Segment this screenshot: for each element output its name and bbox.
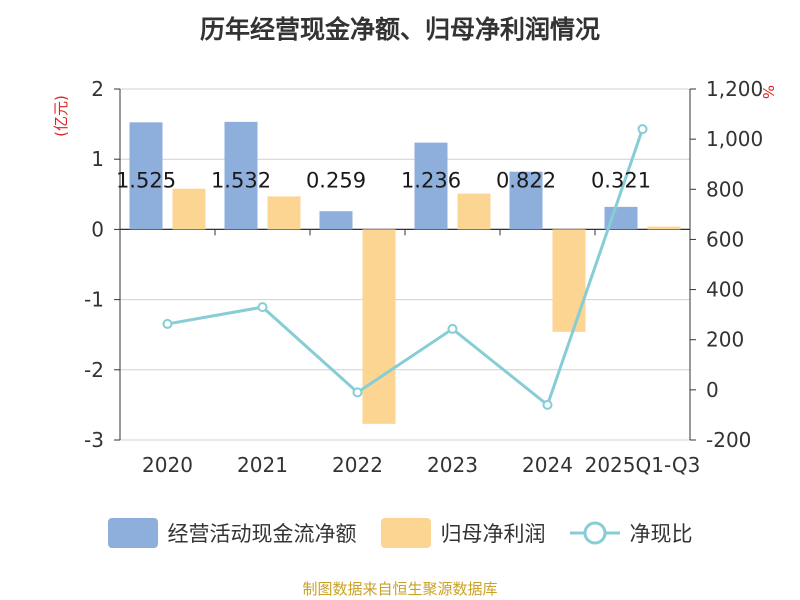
ratio-line-swatch xyxy=(569,521,620,545)
right-tick-label: 800 xyxy=(706,177,744,201)
net-profit-bar xyxy=(552,229,586,332)
legend-label-ratio: 净现比 xyxy=(629,522,693,546)
net-profit-bar xyxy=(172,188,206,230)
data-labels: 1.525 1.532 0.259 1.236 0.822 0.321 xyxy=(116,168,651,192)
right-tick-label: 0 xyxy=(706,378,719,402)
ratio-point xyxy=(637,124,648,135)
right-tick-label: 400 xyxy=(706,278,744,302)
cash-flow-swatch xyxy=(107,518,158,548)
cash-flow-data-label: 0.259 xyxy=(306,168,366,192)
x-tick-label: 2020 xyxy=(142,453,193,477)
source-note: 制图数据来自恒生聚源数据库 xyxy=(302,580,498,598)
right-tick-label: 1,000 xyxy=(706,127,763,151)
right-tick-label: 1,200 xyxy=(706,77,763,101)
left-tick-label: 2 xyxy=(91,77,104,101)
left-unit-label: (亿元) xyxy=(52,95,70,137)
right-unit-label: % xyxy=(759,85,777,99)
x-tick-label: 2022 xyxy=(332,453,383,477)
left-tick-label: -3 xyxy=(84,428,104,452)
right-tick-label: -200 xyxy=(706,428,751,452)
legend-item-ratio[interactable]: 净现比 xyxy=(569,518,693,548)
chart-title: 历年经营现金净额、归母净利润情况 xyxy=(199,15,600,44)
ratio-point xyxy=(162,318,173,329)
left-tick-label: -1 xyxy=(84,288,104,312)
bars xyxy=(129,121,681,424)
net-profit-swatch xyxy=(380,518,431,548)
cash-flow-bar xyxy=(129,122,163,230)
legend-item-cash-flow[interactable]: 经营活动现金流净额 xyxy=(107,518,357,548)
legend-item-net-profit[interactable]: 归母净利润 xyxy=(380,518,546,548)
x-tick-label: 2021 xyxy=(237,453,288,477)
x-tick-label: 2025Q1-Q3 xyxy=(585,453,701,477)
x-tick-label: 2024 xyxy=(522,453,573,477)
legend: 经营活动现金流净额 归母净利润 净现比 xyxy=(0,518,800,548)
ratio-point xyxy=(257,302,268,313)
cash-flow-data-label: 1.532 xyxy=(211,168,271,192)
left-tick-label: 1 xyxy=(91,147,104,171)
ratio-point xyxy=(352,387,363,398)
x-tick-label: 2023 xyxy=(427,453,478,477)
cash-flow-data-label: 1.525 xyxy=(116,168,176,192)
net-profit-bar xyxy=(457,193,491,230)
cash-flow-bar xyxy=(509,171,543,230)
axes: -3 -2 -1 0 1 2 -200 0 200 400 600 800 1,000 1,200 (亿元)… xyxy=(52,77,777,477)
right-tick-label: 600 xyxy=(706,227,744,251)
net-profit-bar xyxy=(362,229,396,424)
cash-flow-data-label: 0.822 xyxy=(496,168,556,192)
legend-label-net-profit: 归母净利润 xyxy=(440,522,546,546)
grid-lines xyxy=(120,88,690,441)
ratio-point xyxy=(447,323,458,334)
ratio-line xyxy=(162,124,648,410)
combo-chart: -3 -2 -1 0 1 2 -200 0 200 400 600 800 1,000 1,200 (亿元)… xyxy=(52,77,777,477)
net-profit-bar xyxy=(267,196,301,230)
net-profit-bar xyxy=(647,226,681,230)
left-tick-label: -2 xyxy=(84,358,104,382)
cash-flow-data-label: 1.236 xyxy=(401,168,461,192)
cash-flow-data-label: 0.321 xyxy=(591,168,651,192)
right-tick-label: 200 xyxy=(706,328,744,352)
cash-flow-bar xyxy=(319,211,353,230)
ratio-point xyxy=(542,399,553,410)
left-tick-label: 0 xyxy=(91,217,104,241)
cash-flow-bar xyxy=(414,142,448,230)
legend-label-cash-flow: 经营活动现金流净额 xyxy=(167,522,357,546)
ratio-polyline xyxy=(167,128,644,408)
cash-flow-bar xyxy=(224,121,258,230)
